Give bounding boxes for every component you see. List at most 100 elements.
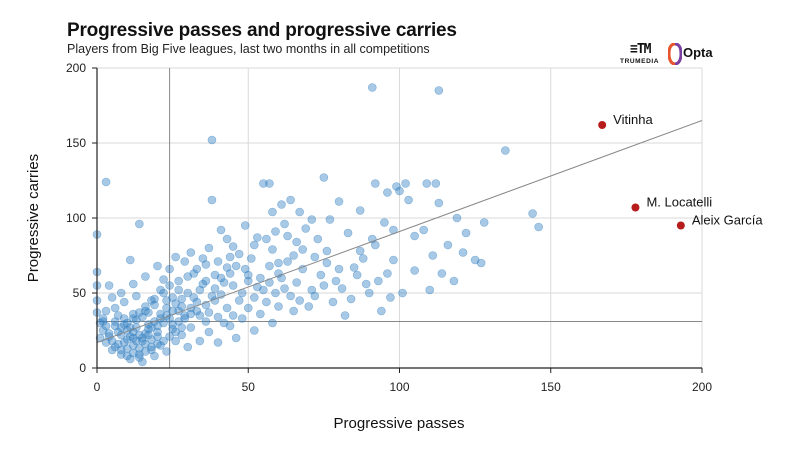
scatter-point bbox=[265, 261, 274, 271]
scatter-point bbox=[219, 318, 229, 328]
scatter-point bbox=[156, 285, 165, 295]
scatter-point bbox=[177, 323, 186, 332]
scatter-point bbox=[119, 338, 129, 347]
scatter-point bbox=[116, 288, 126, 298]
scatter-point bbox=[422, 179, 432, 188]
scatter-point bbox=[195, 336, 205, 346]
scatter-point bbox=[268, 245, 277, 254]
scatter-point bbox=[153, 332, 162, 341]
scatter-point bbox=[322, 258, 332, 268]
scatter-point bbox=[343, 228, 353, 238]
scatter-point bbox=[98, 314, 108, 323]
scatter-point bbox=[301, 224, 311, 233]
scatter-point bbox=[141, 302, 150, 311]
scatter-point bbox=[213, 312, 223, 322]
trend-line-segment bbox=[96, 120, 703, 343]
scatter-point bbox=[162, 296, 171, 305]
scatter-point bbox=[101, 306, 111, 316]
scatter-point bbox=[125, 332, 135, 341]
scatter-point bbox=[461, 228, 471, 238]
scatter-point bbox=[132, 291, 141, 301]
scatter-point bbox=[437, 269, 447, 278]
scatter-point bbox=[183, 288, 193, 298]
scatter-point bbox=[410, 266, 419, 275]
scatter-point bbox=[534, 222, 543, 232]
scatter-point bbox=[189, 293, 199, 302]
scatter-point bbox=[352, 270, 362, 280]
scatter-point bbox=[361, 279, 371, 289]
x-tick-label: 50 bbox=[242, 380, 256, 394]
scatter-point bbox=[304, 302, 314, 311]
scatter-point bbox=[135, 353, 144, 362]
scatter-point bbox=[95, 333, 105, 343]
scatter-point bbox=[162, 347, 171, 356]
scatter-point bbox=[253, 233, 262, 242]
scatter-point bbox=[425, 285, 435, 295]
scatter-point bbox=[216, 273, 226, 283]
scatter-point bbox=[201, 317, 211, 326]
scatter-point bbox=[479, 218, 489, 227]
scatter-point bbox=[470, 255, 480, 265]
scatter-point bbox=[204, 243, 214, 253]
scatter-point bbox=[256, 309, 265, 319]
scatter-point bbox=[392, 182, 401, 191]
scatter-point bbox=[280, 284, 289, 293]
scatter-point bbox=[452, 213, 462, 223]
scatter-point bbox=[213, 338, 223, 347]
scatter-point bbox=[310, 252, 320, 262]
scatter-point bbox=[243, 270, 253, 280]
scatter-point bbox=[289, 306, 298, 316]
scatter-point bbox=[165, 332, 174, 341]
scatter-point bbox=[395, 186, 404, 196]
scatter-point bbox=[165, 264, 174, 274]
scatter-point bbox=[195, 311, 205, 320]
scatter-point bbox=[253, 282, 262, 292]
scatter-point bbox=[250, 326, 259, 335]
trumedia-logo: ≡TM TRUMEDIA bbox=[620, 42, 664, 68]
scatter-point bbox=[174, 285, 183, 295]
scatter-point bbox=[316, 270, 326, 280]
scatter-point bbox=[443, 240, 453, 250]
scatter-points bbox=[92, 83, 543, 367]
scatter-point bbox=[250, 240, 259, 250]
scatter-point bbox=[331, 276, 341, 286]
scatter-point bbox=[243, 303, 253, 313]
scatter-point bbox=[201, 260, 211, 269]
scatter-point bbox=[364, 288, 374, 298]
scatter-point bbox=[283, 231, 292, 241]
scatter-point bbox=[268, 207, 277, 217]
scatter-point bbox=[180, 257, 190, 266]
y-tick-labels: 0 50 100 150 200 bbox=[66, 61, 97, 375]
scatter-point bbox=[122, 318, 132, 328]
scatter-point bbox=[271, 288, 280, 298]
scatter-point bbox=[153, 327, 162, 337]
scatter-point bbox=[277, 200, 286, 209]
x-tick-labels: 0 50 100 150 200 bbox=[94, 368, 712, 394]
scatter-point bbox=[319, 281, 329, 290]
x-tick-label: 0 bbox=[94, 380, 101, 394]
scatter-point bbox=[401, 179, 410, 188]
scatter-point bbox=[380, 218, 389, 227]
scatter-point bbox=[383, 269, 392, 278]
chart-title: Progressive passes and progressive carri… bbox=[67, 20, 457, 41]
scatter-point bbox=[349, 263, 359, 272]
scatter-point bbox=[419, 225, 429, 235]
scatter-point bbox=[186, 323, 196, 332]
scatter-point bbox=[180, 314, 190, 323]
scatter-point bbox=[355, 246, 365, 256]
scatter-point bbox=[171, 252, 180, 262]
scatter-point bbox=[231, 333, 241, 343]
scatter-point bbox=[98, 317, 108, 326]
scatter-point bbox=[222, 303, 232, 313]
scatter-point bbox=[165, 281, 174, 290]
scatter-point bbox=[101, 321, 111, 331]
highlight-point bbox=[631, 203, 640, 212]
scatter-point bbox=[183, 342, 193, 352]
scatter-point bbox=[153, 261, 162, 271]
scatter-point bbox=[195, 285, 205, 295]
scatter-point bbox=[183, 272, 193, 281]
scatter-point bbox=[122, 351, 132, 361]
scatter-point bbox=[313, 234, 323, 244]
scatter-point bbox=[216, 225, 226, 235]
